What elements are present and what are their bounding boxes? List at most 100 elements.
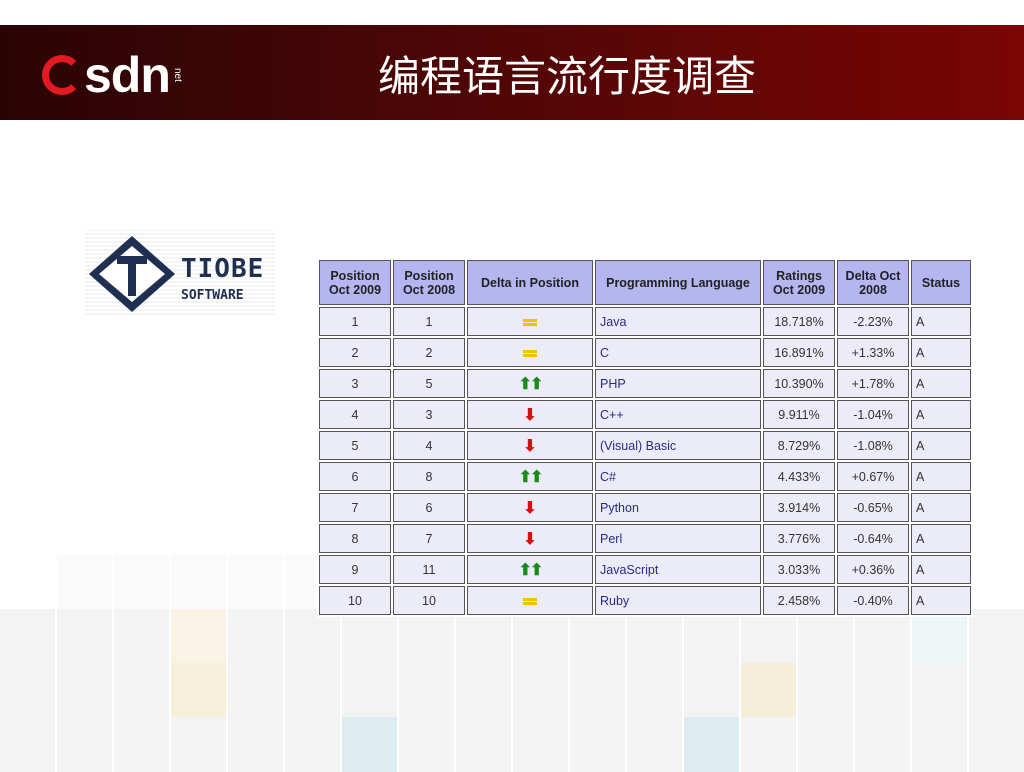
equal-icon bbox=[523, 318, 537, 326]
language-ranking-table: Position Oct 2009 Position Oct 2008 Delta … bbox=[317, 258, 973, 617]
bg-tile bbox=[228, 555, 283, 610]
cell-pos08: 8 bbox=[393, 462, 465, 491]
bg-tile bbox=[114, 609, 169, 664]
bg-tile bbox=[570, 717, 625, 772]
cell-rating: 16.891% bbox=[763, 338, 835, 367]
cell-delta bbox=[467, 338, 593, 367]
tiobe-logo: TIOBE SOFTWARE bbox=[85, 230, 275, 315]
bg-tile bbox=[342, 663, 397, 718]
bg-tile bbox=[570, 663, 625, 718]
cell-rating: 3.033% bbox=[763, 555, 835, 584]
column-header: Programming Language bbox=[595, 260, 761, 305]
cell-lang: Python bbox=[595, 493, 761, 522]
cell-status: A bbox=[911, 431, 971, 460]
cell-pos09: 4 bbox=[319, 400, 391, 429]
double-up-arrow-icon: ⬆⬆ bbox=[518, 375, 544, 393]
column-header: Delta Oct 2008 bbox=[837, 260, 909, 305]
tiobe-diamond-icon bbox=[89, 236, 175, 312]
column-header: Delta in Position bbox=[467, 260, 593, 305]
cell-status: A bbox=[911, 586, 971, 615]
bg-tile bbox=[114, 555, 169, 610]
cell-status: A bbox=[911, 555, 971, 584]
bg-tile bbox=[627, 717, 682, 772]
cell-lang: Perl bbox=[595, 524, 761, 553]
column-header: Position Oct 2008 bbox=[393, 260, 465, 305]
down-arrow-icon: ⬇ bbox=[523, 437, 537, 455]
cell-status: A bbox=[911, 493, 971, 522]
column-header: Status bbox=[911, 260, 971, 305]
cell-change: -1.04% bbox=[837, 400, 909, 429]
bg-tile bbox=[855, 717, 910, 772]
cell-change: -1.08% bbox=[837, 431, 909, 460]
cell-pos09: 10 bbox=[319, 586, 391, 615]
column-header: Position Oct 2009 bbox=[319, 260, 391, 305]
bg-tile bbox=[114, 663, 169, 718]
cell-change: +1.33% bbox=[837, 338, 909, 367]
double-up-arrow-icon: ⬆⬆ bbox=[518, 561, 544, 579]
bg-tile bbox=[57, 609, 112, 664]
cell-pos09: 3 bbox=[319, 369, 391, 398]
table-row: 10 10 Ruby 2.458% -0.40% A bbox=[319, 586, 971, 615]
bg-tile bbox=[399, 663, 454, 718]
cell-lang: JavaScript bbox=[595, 555, 761, 584]
cell-lang: C bbox=[595, 338, 761, 367]
cell-change: -0.65% bbox=[837, 493, 909, 522]
cell-delta: ⬇ bbox=[467, 400, 593, 429]
bg-tile bbox=[0, 609, 55, 664]
bg-tile bbox=[171, 609, 226, 664]
tiobe-logo-title: TIOBE bbox=[181, 254, 265, 284]
down-arrow-icon: ⬇ bbox=[523, 406, 537, 424]
bg-tile bbox=[969, 609, 1024, 664]
bg-tile bbox=[399, 609, 454, 664]
bg-tile bbox=[798, 717, 853, 772]
cell-change: -2.23% bbox=[837, 307, 909, 336]
cell-delta: ⬆⬆ bbox=[467, 555, 593, 584]
cell-lang: PHP bbox=[595, 369, 761, 398]
bg-tile bbox=[171, 717, 226, 772]
bg-tile bbox=[798, 663, 853, 718]
bg-tile bbox=[171, 555, 226, 610]
table-row: 5 4 ⬇ (Visual) Basic 8.729% -1.08% A bbox=[319, 431, 971, 460]
bg-tile bbox=[855, 663, 910, 718]
cell-rating: 8.729% bbox=[763, 431, 835, 460]
bg-tile bbox=[285, 717, 340, 772]
bg-tile bbox=[969, 663, 1024, 718]
bg-tile bbox=[741, 609, 796, 664]
bg-tile bbox=[228, 609, 283, 664]
down-arrow-icon: ⬇ bbox=[523, 499, 537, 517]
cell-change: +0.36% bbox=[837, 555, 909, 584]
cell-pos08: 6 bbox=[393, 493, 465, 522]
cell-pos09: 1 bbox=[319, 307, 391, 336]
bg-tile bbox=[912, 663, 967, 718]
table-row: 1 1 Java 18.718% -2.23% A bbox=[319, 307, 971, 336]
bg-tile bbox=[228, 663, 283, 718]
bg-tile bbox=[456, 717, 511, 772]
bg-tile bbox=[684, 717, 739, 772]
cell-rating: 10.390% bbox=[763, 369, 835, 398]
bg-tile bbox=[57, 555, 112, 610]
cell-pos08: 7 bbox=[393, 524, 465, 553]
bg-tile bbox=[342, 609, 397, 664]
bg-tile bbox=[513, 663, 568, 718]
table-row: 6 8 ⬆⬆ C# 4.433% +0.67% A bbox=[319, 462, 971, 491]
table-row: 8 7 ⬇ Perl 3.776% -0.64% A bbox=[319, 524, 971, 553]
cell-rating: 3.914% bbox=[763, 493, 835, 522]
double-up-arrow-icon: ⬆⬆ bbox=[518, 468, 544, 486]
bg-tile bbox=[399, 717, 454, 772]
table-row: 7 6 ⬇ Python 3.914% -0.65% A bbox=[319, 493, 971, 522]
cell-status: A bbox=[911, 462, 971, 491]
bg-tile bbox=[912, 717, 967, 772]
cell-change: -0.40% bbox=[837, 586, 909, 615]
bg-tile bbox=[171, 663, 226, 718]
down-arrow-icon: ⬇ bbox=[523, 530, 537, 548]
cell-pos09: 9 bbox=[319, 555, 391, 584]
cell-lang: (Visual) Basic bbox=[595, 431, 761, 460]
bg-tile bbox=[513, 609, 568, 664]
table-row: 4 3 ⬇ C++ 9.911% -1.04% A bbox=[319, 400, 971, 429]
bg-tile bbox=[627, 663, 682, 718]
cell-lang: C++ bbox=[595, 400, 761, 429]
cell-change: +1.78% bbox=[837, 369, 909, 398]
bg-tile bbox=[969, 717, 1024, 772]
cell-pos08: 2 bbox=[393, 338, 465, 367]
cell-pos08: 11 bbox=[393, 555, 465, 584]
